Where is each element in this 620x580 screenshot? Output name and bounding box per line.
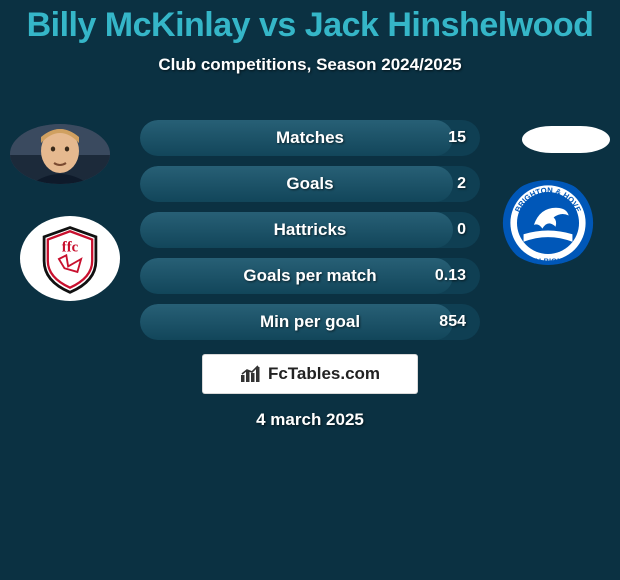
person-icon [10, 124, 110, 184]
stat-bar-label: Goals per match [243, 266, 376, 286]
brand-box[interactable]: FcTables.com [202, 354, 418, 394]
date-label: 4 march 2025 [256, 410, 364, 430]
stat-bar-label: Hattricks [274, 220, 347, 240]
stat-bar-value-right: 0.13 [435, 267, 466, 285]
brand-text: FcTables.com [268, 364, 380, 384]
stat-bar: Hattricks 0 [140, 212, 480, 248]
subtitle: Club competitions, Season 2024/2025 [0, 55, 620, 75]
bars-icon [240, 365, 262, 383]
stat-bar-value-right: 0 [457, 221, 466, 239]
svg-text:ALBION: ALBION [534, 256, 563, 265]
stat-bar: Matches 15 [140, 120, 480, 156]
stat-bar-value-right: 854 [439, 313, 466, 331]
stat-bar-label: Matches [276, 128, 344, 148]
player-right-avatar [522, 126, 610, 153]
stat-bars: Matches 15 Goals 2 Hattricks 0 Goals per match… [140, 120, 480, 350]
stat-bar-value-right: 2 [457, 175, 466, 193]
club-crest-right: BRIGHTON & HOVE ALBION [498, 180, 598, 265]
brighton-crest-icon: BRIGHTON & HOVE ALBION [501, 180, 595, 265]
stat-bar: Min per goal 854 [140, 304, 480, 340]
club-crest-left: ffc [20, 216, 120, 301]
stat-bar-label: Goals [286, 174, 333, 194]
stat-bar: Goals per match 0.13 [140, 258, 480, 294]
stat-bar: Goals 2 [140, 166, 480, 202]
stat-bar-label: Min per goal [260, 312, 360, 332]
comparison-card: Billy McKinlay vs Jack Hinshelwood Club … [0, 0, 620, 580]
player-left-avatar [10, 124, 110, 184]
stat-bar-value-right: 15 [448, 129, 466, 147]
svg-text:ffc: ffc [62, 239, 79, 255]
page-title: Billy McKinlay vs Jack Hinshelwood [0, 0, 620, 45]
fulham-crest-icon: ffc [33, 222, 107, 296]
